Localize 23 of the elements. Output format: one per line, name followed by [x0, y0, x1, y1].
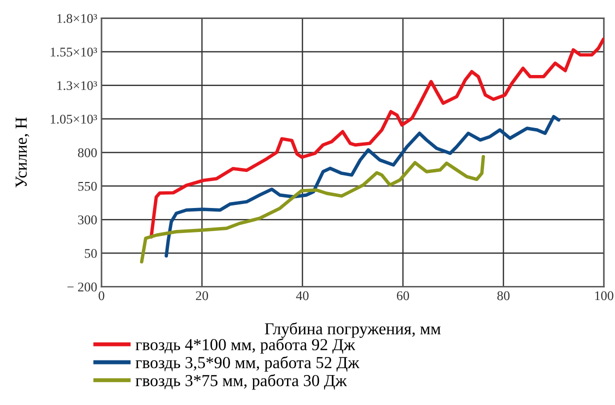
x-tick-label: 20 [196, 291, 208, 300]
y-tick-label: 550 [78, 182, 97, 191]
y-tick-label: 1.55×10³ [50, 48, 98, 57]
x-axis-title: Глубина погружения, мм [264, 322, 441, 338]
x-tick-label: 0 [98, 291, 104, 300]
y-tick-label: − 200 [67, 282, 97, 292]
y-axis-title: Усилие, Н [16, 117, 30, 188]
x-tick-label: 40 [296, 291, 309, 300]
y-tick-label: 50 [84, 248, 97, 258]
x-tick-label: 80 [497, 291, 510, 300]
line-series [140, 154, 486, 264]
y-tick-label: 1.3×10³ [57, 81, 98, 90]
legend-label: гвоздь 4*100 мм, работа 92 Дж [136, 338, 356, 354]
line-series [164, 114, 560, 258]
legend-label: гвоздь 3*75 мм, работа 30 Дж [136, 374, 347, 390]
legend-label: гвоздь 3,5*90 мм, работа 52 Дж [136, 356, 360, 372]
line-series [150, 38, 604, 239]
x-tick-label: 60 [396, 291, 410, 300]
x-tick-label: 100 [595, 291, 614, 300]
y-tick-label: 1.8×10³ [57, 14, 98, 23]
y-tick-label: 800 [78, 148, 97, 158]
y-tick-label: 300 [78, 215, 97, 224]
y-tick-label: 1.05×10³ [50, 114, 98, 124]
